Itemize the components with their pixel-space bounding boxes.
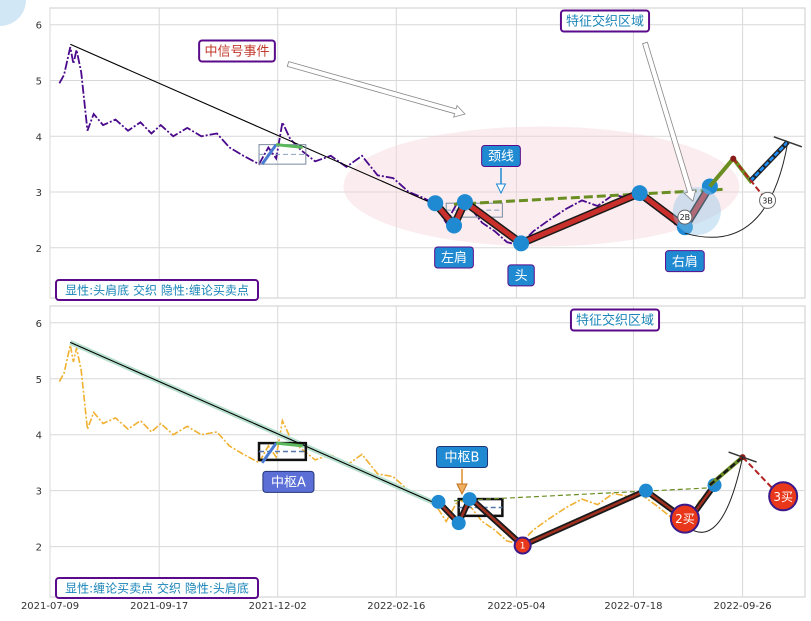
buy-signal-dot xyxy=(768,481,799,512)
price-line xyxy=(58,46,702,247)
bsp-arc xyxy=(684,141,789,238)
y-tick-label: 3 xyxy=(36,188,42,199)
neckline xyxy=(453,187,726,206)
event-badge-text: 中信号事件 xyxy=(204,45,269,60)
signal-2b-dot xyxy=(677,209,693,225)
pattern-node xyxy=(446,217,463,234)
x-tick-label: 2021-07-09 xyxy=(21,601,79,612)
pivot-stroke-up xyxy=(260,143,278,166)
sell-bar xyxy=(728,451,757,463)
footer-badge: 显性:头肩底 交织 隐性:缠论买卖点 xyxy=(55,279,259,301)
pattern-node xyxy=(456,194,473,211)
pivot-a-badge-box xyxy=(262,470,315,493)
pattern-node xyxy=(427,195,444,212)
x-tick-label: 2022-09-26 xyxy=(714,601,772,612)
y-tick-label: 6 xyxy=(36,319,42,330)
head-badge: 头 xyxy=(507,264,535,287)
y-tick-label: 4 xyxy=(36,431,42,442)
footer-badge: 显性:缠论买卖点 交织 隐性:头肩底 xyxy=(55,577,259,599)
neckline-badge-box xyxy=(481,145,521,167)
pivot-a-badge-text: 中枢A xyxy=(271,476,306,491)
y-tick-label: 2 xyxy=(36,543,42,554)
event-badge: 中信号事件 xyxy=(198,39,276,63)
footer-badge-text: 显性:缠论买卖点 交织 隐性:头肩底 xyxy=(65,580,249,595)
buy-signal-label: 2买 xyxy=(675,512,695,526)
zone-title-badge: 特征交织区域 xyxy=(559,9,651,33)
zone-title-badge-text: 特征交织区域 xyxy=(576,313,654,329)
zone-title-arrow xyxy=(642,41,697,202)
event-arrow xyxy=(286,61,466,118)
trend-line xyxy=(70,341,439,506)
pivot-stroke-down xyxy=(276,143,303,149)
zone-title-badge-box xyxy=(569,308,661,332)
y-tick-label: 3 xyxy=(36,487,42,498)
footer-badge-box xyxy=(55,577,259,599)
y-tick-label: 2 xyxy=(36,244,42,255)
feature-glow xyxy=(672,187,721,236)
zone-title-badge-text: 特征交织区域 xyxy=(566,14,644,30)
pivot-stroke-down xyxy=(276,441,303,448)
left-shoulder-badge: 左肩 xyxy=(434,246,474,269)
footer-badge-text: 显性:头肩底 交织 隐性:缠论买卖点 xyxy=(65,282,249,297)
y-tick-label: 5 xyxy=(36,375,42,386)
pattern-node xyxy=(451,516,466,531)
buy-signal-label: 1 xyxy=(520,542,526,552)
buy-signal-label: 3买 xyxy=(773,490,793,504)
left-shoulder-badge-box xyxy=(434,246,474,269)
event-badge-box xyxy=(198,39,276,63)
price-line xyxy=(58,344,702,545)
pattern-node xyxy=(638,483,653,498)
signal-2b-label: 2B xyxy=(680,213,691,222)
x-tick-label: 2021-09-17 xyxy=(130,601,188,612)
pivot-b-badge-box xyxy=(435,446,489,468)
pivot-b-arrow-head xyxy=(456,483,468,496)
pattern-node xyxy=(513,235,530,252)
neckline-badge-text: 颈线 xyxy=(488,150,514,165)
zone-title-badge: 特征交织区域 xyxy=(569,308,661,332)
neckline-arrow-head xyxy=(495,183,507,195)
neckline-badge: 颈线 xyxy=(481,145,521,167)
pivot-b-badge-text: 中枢B xyxy=(445,451,480,466)
right-shoulder-badge: 右肩 xyxy=(665,250,705,273)
left-shoulder-badge-text: 左肩 xyxy=(441,250,467,266)
x-tick-label: 2022-05-04 xyxy=(487,601,545,612)
pattern-node xyxy=(631,185,648,202)
bsp-arc xyxy=(687,456,744,533)
x-tick-label: 2022-02-16 xyxy=(367,601,425,612)
zone-title-badge-box xyxy=(559,9,651,33)
y-tick-label: 5 xyxy=(36,77,42,88)
pivot-stroke-up xyxy=(260,442,278,464)
buy-signal-dot xyxy=(513,536,532,555)
buy-signal-dot xyxy=(669,503,700,534)
forecast-up xyxy=(709,456,744,487)
head-badge-text: 头 xyxy=(515,269,528,284)
feature-glow xyxy=(0,0,26,26)
plot-area xyxy=(49,305,806,598)
head-badge-box xyxy=(507,264,535,287)
forecast-alt xyxy=(732,157,766,199)
neckline-arrow xyxy=(495,168,507,195)
pivot-b-badge: 中枢B xyxy=(435,446,489,468)
pivot-a-badge: 中枢A xyxy=(262,470,315,493)
x-tick-label: 2022-07-18 xyxy=(604,601,662,612)
forecast-up xyxy=(749,140,789,182)
trend-line xyxy=(70,43,439,207)
signal-3b-dot xyxy=(759,191,777,209)
pattern-node xyxy=(462,492,477,507)
footer-badge-box xyxy=(55,279,259,301)
pattern-node xyxy=(431,494,446,509)
y-tick-label: 4 xyxy=(36,132,42,143)
signal-3b-label: 3B xyxy=(762,196,773,205)
y-tick-label: 6 xyxy=(36,21,42,32)
neckline xyxy=(453,487,710,502)
x-tick-label: 2021-12-02 xyxy=(249,601,307,612)
right-shoulder-badge-box xyxy=(665,250,705,273)
right-shoulder-badge-text: 右肩 xyxy=(672,254,698,270)
forecast-peak-dot xyxy=(730,155,737,162)
